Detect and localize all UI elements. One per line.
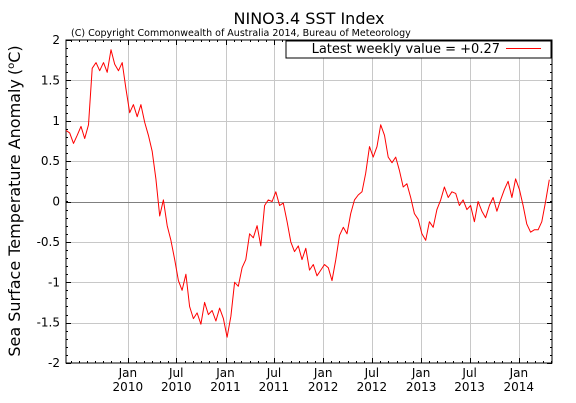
series-layer bbox=[65, 49, 550, 338]
x-tick-year-label: 2012 bbox=[308, 380, 339, 394]
grid bbox=[66, 40, 552, 363]
x-tick-year-label: 2013 bbox=[406, 380, 437, 394]
legend: Latest weekly value = +0.27 bbox=[285, 40, 552, 59]
y-tick-label: 1.5 bbox=[41, 73, 60, 87]
legend-box bbox=[285, 40, 552, 59]
y-tick-label: 2 bbox=[52, 33, 60, 47]
x-tick-month-label: Jan bbox=[509, 366, 529, 380]
x-tick-month-label: Jan bbox=[118, 366, 138, 380]
plot-area bbox=[65, 39, 553, 364]
x-tick-month-label: Jul bbox=[168, 366, 183, 380]
x-tick-month-label: Jul bbox=[461, 366, 476, 380]
x-tick-year-label: 2010 bbox=[113, 380, 144, 394]
x-tick-year-label: 2011 bbox=[210, 380, 241, 394]
x-tick-month-label: Jan bbox=[411, 366, 431, 380]
x-tick-year-label: 2010 bbox=[161, 380, 192, 394]
y-tick-label: 0 bbox=[52, 195, 60, 209]
x-tick-month-label: Jan bbox=[313, 366, 333, 380]
series-line bbox=[65, 49, 550, 338]
x-tick-year-label: 2014 bbox=[504, 380, 535, 394]
y-axis-unit-c: C bbox=[5, 52, 24, 63]
y-tick-label: -1.5 bbox=[37, 316, 60, 330]
y-tick-label: -2 bbox=[48, 356, 60, 370]
x-tick-year-label: 2013 bbox=[454, 380, 485, 394]
y-tick-label: -0.5 bbox=[37, 235, 60, 249]
y-axis-label-text: Sea Surface Temperature Anomaly bbox=[5, 79, 24, 357]
x-tick-year-label: 2011 bbox=[259, 380, 290, 394]
x-tick-month-label: Jul bbox=[266, 366, 281, 380]
x-tick-month-label: Jan bbox=[215, 366, 235, 380]
x-tick-labels: Jan2010Jul2010Jan2011Jul2011Jan2012Jul20… bbox=[113, 366, 535, 394]
y-tick-label: -1 bbox=[48, 275, 60, 289]
y-tick-label: 0.5 bbox=[41, 154, 60, 168]
x-tick-year-label: 2012 bbox=[357, 380, 388, 394]
chart-title: NINO3.4 SST Index bbox=[234, 9, 385, 28]
chart-subtitle: (C) Copyright Commonwealth of Australia … bbox=[71, 28, 411, 39]
legend-label: Latest weekly value = +0.27 bbox=[312, 42, 500, 57]
x-tick-month-label: Jul bbox=[364, 366, 379, 380]
y-tick-labels: -2 -1.5 -1 -0.5 0 0.5 1 1.5 2 bbox=[37, 33, 60, 370]
y-axis-label: Sea Surface Temperature Anomaly(oC) bbox=[5, 45, 24, 356]
y-tick-label: 1 bbox=[52, 114, 60, 128]
y-axis-unit-degree: o bbox=[6, 63, 17, 69]
